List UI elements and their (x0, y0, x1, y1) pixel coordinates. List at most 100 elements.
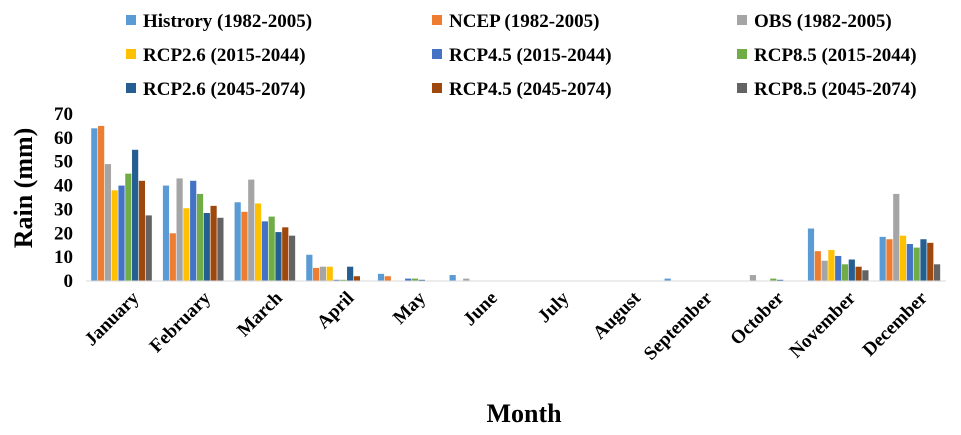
bar-april-ncep-1982-2005 (313, 267, 320, 281)
legend-item-rcp8-5-2015-2044: RCP8.5 (2015-2044) (737, 45, 917, 66)
bar-january-rcp8-5-2045-2074 (145, 215, 152, 281)
bar-october-obs-1982-2005 (749, 275, 757, 281)
y-tick-label: 0 (64, 271, 74, 292)
bar-january-rcp2-6-2045-2074 (132, 149, 139, 281)
bar-april-rcp8-5-2015-2044 (340, 279, 347, 281)
x-tick-label-march: March (233, 287, 287, 341)
bar-april-rcp4-5-2015-2044 (333, 279, 340, 281)
bar-march-rcp8-5-2015-2044 (268, 216, 275, 281)
bar-february-rcp8-5-2015-2044 (196, 193, 204, 281)
y-tick-label: 30 (54, 199, 73, 220)
legend-item-rcp4-5-2045-2074: RCP4.5 (2045-2074) (432, 79, 612, 100)
legend-swatch (126, 49, 136, 59)
y-tick-label: 20 (54, 223, 73, 244)
bar-february-rcp2-6-2045-2074 (203, 213, 210, 281)
bar-may-ncep-1982-2005 (384, 276, 391, 281)
bar-december-rcp2-6-2045-2074 (920, 239, 927, 281)
bar-april-rcp2-6-2045-2074 (347, 266, 354, 281)
bar-october-rcp8-5-2015-2044 (770, 278, 777, 281)
legend-item-obs-1982-2005: OBS (1982-2005) (737, 11, 892, 32)
bar-february-histrory-1982-2005 (162, 185, 170, 281)
bar-january-rcp4-5-2045-2074 (138, 180, 146, 281)
x-axis: January February March April May June July Augu… (81, 280, 946, 364)
bar-february-rcp8-5-2045-2074 (217, 217, 224, 281)
x-tick-label-december: December (859, 287, 932, 360)
bar-november-obs-1982-2005 (821, 260, 828, 281)
bar-november-ncep-1982-2005 (814, 251, 821, 281)
legend-swatch (126, 83, 136, 93)
legend-label: OBS (1982-2005) (754, 11, 892, 32)
y-tick-label: 60 (54, 128, 73, 149)
x-tick-label-may: May (389, 287, 430, 328)
legend-swatch (737, 83, 747, 93)
bar-february-ncep-1982-2005 (169, 233, 176, 281)
x-tick-label-july: July (534, 287, 574, 327)
legend-label: RCP8.5 (2045-2074) (754, 79, 917, 100)
legend-swatch (432, 83, 442, 93)
legend-item-rcp4-5-2015-2044: RCP4.5 (2015-2044) (432, 45, 612, 66)
plot-area (91, 125, 941, 282)
bar-january-rcp8-5-2015-2044 (125, 173, 132, 281)
legend-item-ncep-1982-2005: NCEP (1982-2005) (432, 11, 599, 32)
legend-item-rcp8-5-2045-2074: RCP8.5 (2045-2074) (737, 79, 917, 100)
y-axis-title: Rain (mm) (9, 128, 38, 249)
bar-february-rcp4-5-2015-2044 (190, 180, 197, 281)
bar-november-rcp4-5-2045-2074 (855, 266, 862, 281)
bar-february-obs-1982-2005 (176, 178, 183, 281)
x-tick-label-august: August (589, 287, 645, 343)
legend-item-histrory-1982-2005: Histrory (1982-2005) (126, 11, 312, 32)
bar-december-rcp8-5-2015-2044 (913, 247, 920, 281)
bar-april-rcp4-5-2045-2074 (353, 276, 361, 281)
x-tick-label-february: February (146, 287, 216, 357)
y-tick-label: 10 (54, 247, 73, 268)
bar-june-obs-1982-2005 (463, 278, 470, 281)
bar-june-histrory-1982-2005 (449, 275, 456, 281)
bar-november-histrory-1982-2005 (807, 228, 815, 281)
legend-swatch (737, 49, 747, 59)
bar-march-histrory-1982-2005 (234, 202, 241, 281)
bar-may-rcp2-6-2045-2074 (418, 279, 425, 281)
bar-january-ncep-1982-2005 (98, 125, 105, 282)
bar-february-rcp4-5-2045-2074 (210, 205, 217, 281)
bar-december-rcp8-5-2045-2074 (933, 264, 941, 281)
bar-november-rcp8-5-2015-2044 (841, 264, 849, 281)
legend-label: NCEP (1982-2005) (449, 11, 599, 32)
bar-february-rcp2-6-2015-2044 (183, 208, 190, 281)
bar-january-obs-1982-2005 (104, 164, 112, 281)
legend-label: RCP4.5 (2015-2044) (449, 45, 612, 66)
bar-december-rcp4-5-2045-2074 (927, 242, 934, 281)
bar-december-histrory-1982-2005 (879, 236, 886, 281)
bar-january-histrory-1982-2005 (91, 128, 98, 281)
bar-december-rcp4-5-2015-2044 (906, 244, 913, 281)
bar-november-rcp2-6-2015-2044 (828, 249, 835, 281)
x-tick-label-january: January (81, 287, 144, 350)
legend-label: Histrory (1982-2005) (143, 11, 312, 32)
x-tick-label-april: April (313, 288, 358, 333)
legend-swatch (432, 15, 442, 25)
bar-march-rcp2-6-2015-2044 (254, 203, 262, 281)
x-tick-label-september: September (640, 287, 717, 364)
bar-april-rcp2-6-2015-2044 (326, 266, 333, 281)
bar-april-obs-1982-2005 (319, 266, 327, 281)
bar-march-ncep-1982-2005 (241, 211, 248, 281)
bar-november-rcp8-5-2045-2074 (862, 270, 869, 281)
bar-may-rcp8-5-2015-2044 (411, 278, 419, 281)
y-tick-label: 40 (54, 176, 73, 197)
legend-swatch (737, 15, 747, 25)
legend-label: RCP2.6 (2045-2074) (143, 79, 306, 100)
bar-april-histrory-1982-2005 (306, 254, 313, 281)
x-tick-label-november: November (785, 287, 860, 362)
x-tick-label-october: October (726, 287, 788, 349)
legend-swatch (126, 15, 136, 25)
legend-label: RCP8.5 (2015-2044) (754, 45, 917, 66)
legend: Histrory (1982-2005) NCEP (1982-2005) OBS … (126, 11, 917, 100)
bar-may-rcp4-5-2015-2044 (405, 278, 412, 281)
bar-march-obs-1982-2005 (248, 179, 255, 281)
bar-november-rcp4-5-2015-2044 (835, 255, 842, 281)
legend-label: RCP4.5 (2045-2074) (449, 79, 612, 100)
legend-item-rcp2-6-2015-2044: RCP2.6 (2015-2044) (126, 45, 306, 66)
bar-may-histrory-1982-2005 (377, 273, 385, 281)
